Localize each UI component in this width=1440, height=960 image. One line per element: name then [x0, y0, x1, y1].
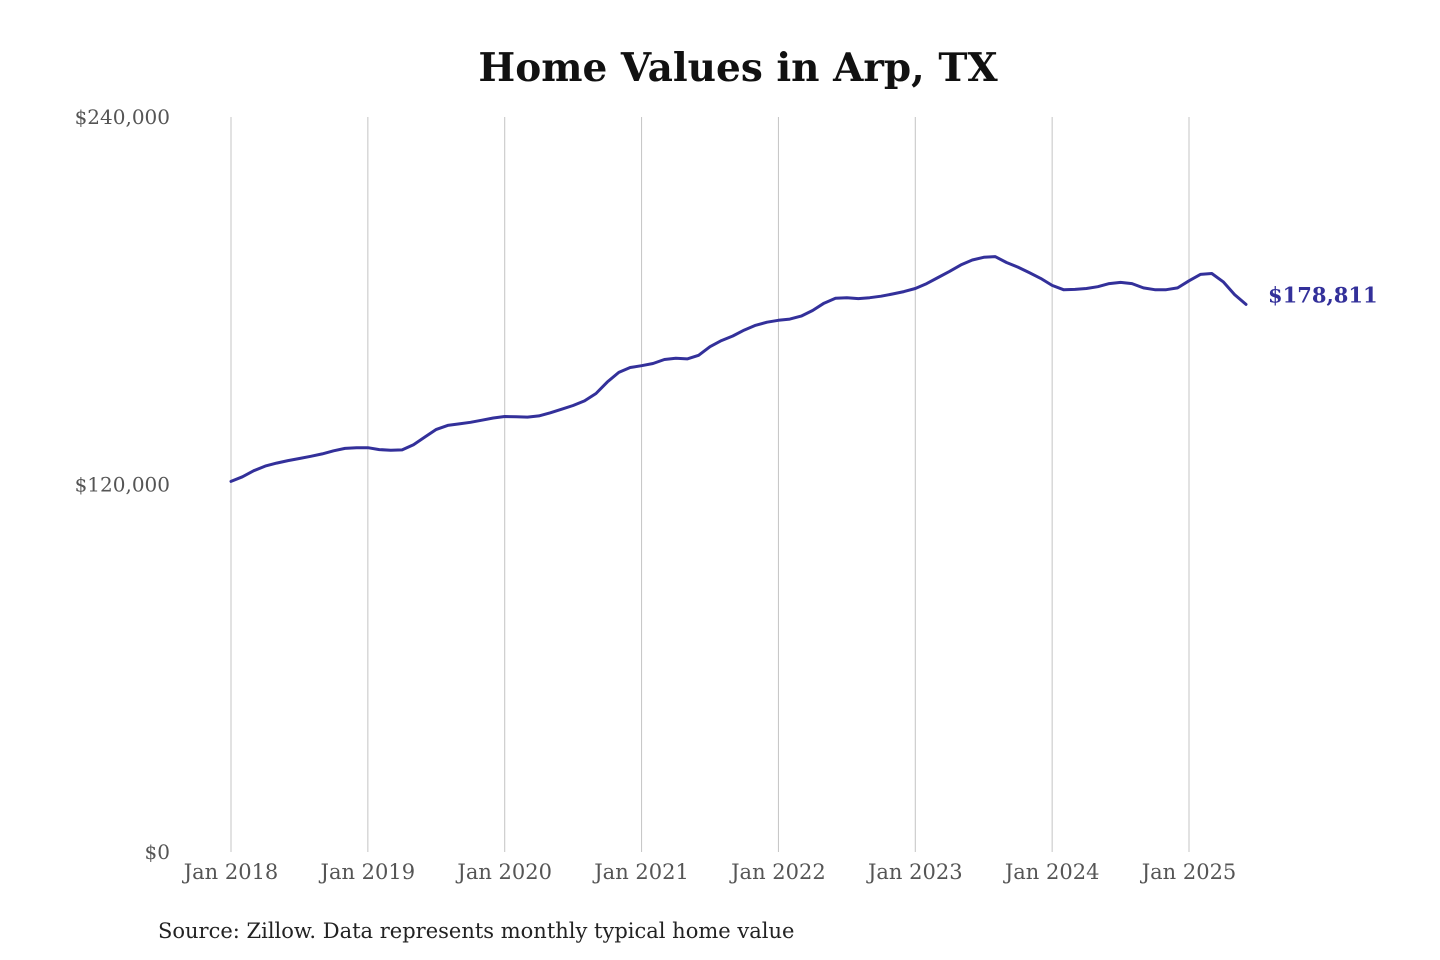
series-layer: $178,811 [229, 255, 1378, 483]
series-line [229, 255, 1248, 483]
y-axis-ticks: $0 $120,000 $240,000 [75, 105, 170, 864]
x-tick-label: Jan 2024 [1003, 860, 1100, 884]
x-tick-label: Jan 2025 [1140, 860, 1237, 884]
gridlines [230, 117, 1190, 852]
x-tick-label: Jan 2023 [866, 860, 963, 884]
x-tick-label: Jan 2021 [592, 860, 689, 884]
source-note: Source: Zillow. Data represents monthly … [158, 919, 794, 943]
x-tick-label: Jan 2020 [455, 860, 552, 884]
x-tick-label: Jan 2022 [729, 860, 826, 884]
x-tick-label: Jan 2019 [319, 860, 416, 884]
x-axis-ticks: Jan 2018 Jan 2019 Jan 2020 Jan 2021 Jan 2022… [182, 860, 1237, 884]
y-tick-label: $240,000 [75, 105, 170, 129]
series-end-value-label: $178,811 [1268, 282, 1378, 307]
chart-title: Home Values in Arp, TX [478, 45, 998, 91]
x-tick-label: Jan 2018 [182, 860, 279, 884]
y-tick-label: $0 [145, 840, 170, 864]
y-tick-label: $120,000 [75, 473, 170, 497]
